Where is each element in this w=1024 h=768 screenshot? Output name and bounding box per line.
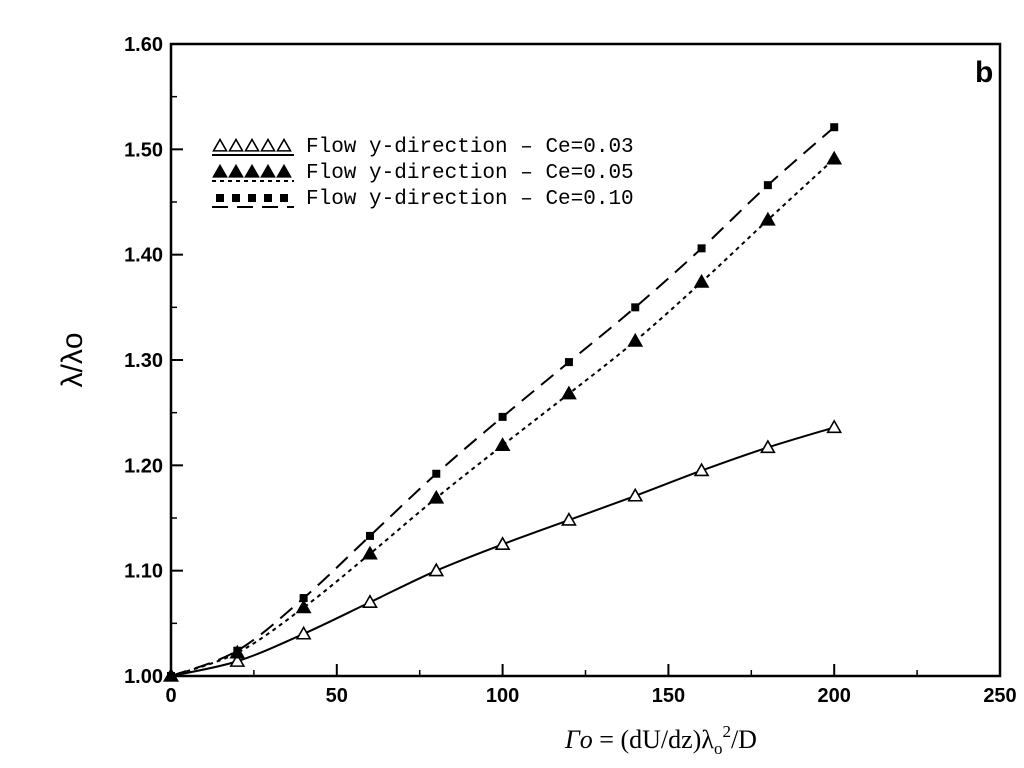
x-axis-ticks: 0 50 100 150 200 250	[165, 664, 1017, 707]
data-point	[167, 672, 175, 680]
series-line	[170, 426, 835, 677]
data-point	[564, 358, 573, 367]
data-point	[693, 462, 710, 477]
x-axis-label-sub: o	[714, 739, 723, 758]
x-tick-label: 150	[652, 685, 685, 707]
legend-marker	[228, 163, 244, 178]
panel-label: b	[975, 56, 993, 89]
data-point	[830, 123, 839, 132]
legend-marker	[212, 163, 228, 178]
legend-marker	[248, 194, 256, 202]
legend-marker	[260, 163, 276, 178]
legend-entry-3: Flow y-direction – Ce=0.10	[212, 188, 634, 211]
legend-marker	[264, 194, 272, 202]
legend-entry-2: Flow y-direction – Ce=0.05	[212, 162, 634, 185]
y-axis-ticks: 1.00 1.10 1.20 1.30 1.40 1.50 1.60	[124, 34, 183, 688]
y-tick-label: 1.20	[124, 455, 163, 477]
data-point	[362, 545, 378, 560]
data-point	[494, 536, 511, 551]
x-axis-label: Γo = (dU/dz)λo2/D	[564, 722, 757, 758]
data-point	[631, 303, 640, 312]
legend-marker	[228, 137, 244, 152]
data-point	[428, 489, 445, 504]
data-point	[295, 599, 312, 614]
y-tick-label: 1.50	[124, 139, 163, 161]
x-tick-label: 100	[486, 685, 519, 707]
series-3	[167, 123, 839, 680]
data-point	[295, 625, 312, 640]
series-layer	[163, 123, 843, 682]
legend-marker	[280, 194, 288, 202]
x-axis-label-tail: /D	[731, 725, 757, 754]
legend-marker	[276, 163, 292, 178]
y-tick-label: 1.10	[124, 561, 163, 583]
data-point	[826, 150, 843, 165]
legend-label: Flow y-direction – Ce=0.10	[306, 188, 634, 211]
legend-marker	[260, 137, 276, 152]
data-point	[561, 511, 577, 526]
x-axis-label-symbol: Γo	[564, 725, 593, 754]
y-tick-label: 1.40	[124, 245, 163, 267]
data-point	[498, 412, 507, 421]
data-point	[362, 594, 378, 608]
series-1	[163, 419, 843, 682]
x-tick-label: 50	[326, 685, 348, 707]
y-tick-label: 1.30	[124, 350, 163, 372]
legend-label: Flow y-direction – Ce=0.05	[306, 162, 634, 185]
data-point	[233, 646, 242, 655]
data-point	[229, 653, 246, 667]
data-point	[627, 487, 644, 502]
legend-label: Flow y-direction – Ce=0.03	[306, 136, 634, 159]
legend-marker	[216, 194, 224, 202]
data-point	[763, 181, 772, 190]
legend-marker	[244, 137, 260, 152]
x-axis-label-sup: 2	[722, 722, 731, 741]
data-point	[494, 437, 511, 451]
legend: Flow y-direction – Ce=0.03 Flow y-directi…	[212, 136, 634, 211]
data-point	[428, 562, 445, 577]
data-point	[693, 273, 710, 288]
legend-marker	[244, 163, 260, 178]
x-tick-label: 200	[818, 685, 851, 707]
data-point	[697, 244, 706, 253]
data-point	[365, 531, 374, 540]
data-point	[561, 385, 577, 400]
legend-entry-1: Flow y-direction – Ce=0.03	[212, 136, 634, 159]
data-point	[760, 211, 776, 226]
x-tick-label: 0	[165, 685, 176, 707]
x-tick-label: 250	[983, 685, 1016, 707]
data-point	[432, 469, 441, 478]
data-point	[627, 332, 644, 347]
y-tick-label: 1.00	[124, 666, 163, 688]
series-line	[170, 158, 835, 677]
legend-marker	[212, 137, 228, 152]
data-point	[760, 439, 776, 454]
x-axis-label-equals: = (dU/dz)λ	[593, 725, 715, 754]
y-tick-label: 1.60	[124, 34, 163, 56]
legend-marker	[276, 137, 292, 152]
data-point	[299, 594, 308, 603]
legend-marker	[232, 194, 240, 202]
y-axis-label: λ/λo	[56, 332, 89, 387]
data-point	[826, 419, 843, 434]
